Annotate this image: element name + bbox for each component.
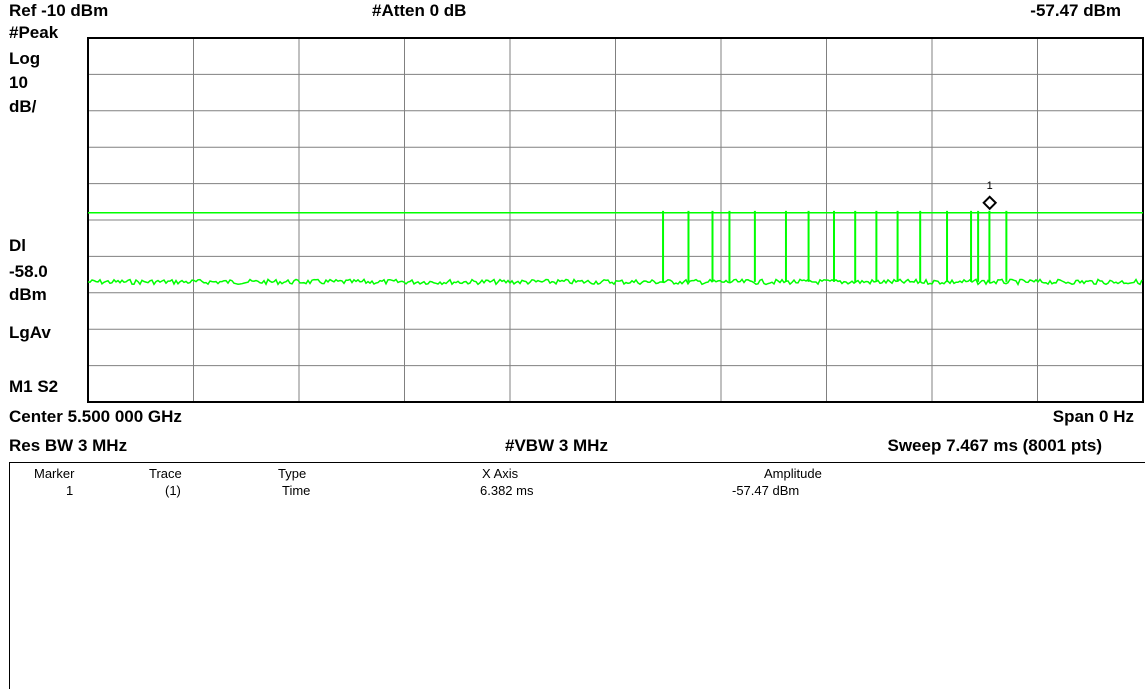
vbw-label: #VBW 3 MHz <box>505 436 608 455</box>
table-cell-amplitude: -57.47 dBm <box>732 483 800 498</box>
scale-type-label: Log <box>9 49 41 68</box>
attenuation-label: #Atten 0 dB <box>372 1 467 20</box>
marker-1-label: 1 <box>987 180 993 192</box>
column-header-type: Type <box>278 466 307 481</box>
graticule-frame <box>87 37 1144 403</box>
display-line-value: -58.0 <box>9 262 48 281</box>
trace <box>87 210 1143 287</box>
res-bw-label: Res BW 3 MHz <box>9 436 128 455</box>
column-header-trace: Trace <box>149 466 182 481</box>
table-cell-trace: (1) <box>165 483 181 498</box>
column-header-marker: Marker <box>34 466 75 481</box>
mode-label: M1 S2 <box>9 377 59 396</box>
table-cell-type: Time <box>282 483 311 498</box>
column-header-x-axis: X Axis <box>482 466 519 481</box>
marker-table: Marker Trace Type X Axis Amplitude 1 (1)… <box>9 462 1145 689</box>
center-frequency-label: Center 5.500 000 GHz <box>9 407 182 426</box>
column-header-amplitude: Amplitude <box>764 466 822 481</box>
display-line-label: Dl <box>9 236 26 255</box>
noise-floor-trace <box>87 278 1143 287</box>
scale-unit-label: dB/ <box>9 97 37 116</box>
scale-value-label: 10 <box>9 73 28 92</box>
average-type-label: LgAv <box>9 323 51 342</box>
sweep-label: Sweep 7.467 ms (8001 pts) <box>887 436 1102 455</box>
graticule <box>87 37 1144 403</box>
span-label: Span 0 Hz <box>1052 407 1134 426</box>
detector-label: #Peak <box>9 23 59 42</box>
marker-amplitude-readout: -57.47 dBm <box>1030 1 1121 20</box>
marker-diamond-icon <box>982 195 998 211</box>
display-line-unit: dBm <box>9 285 47 304</box>
ref-level-label: Ref -10 dBm <box>9 1 109 20</box>
marker-1: 1 <box>982 180 998 211</box>
table-cell-x-axis: 6.382 ms <box>480 483 534 498</box>
table-cell-marker: 1 <box>66 483 74 498</box>
